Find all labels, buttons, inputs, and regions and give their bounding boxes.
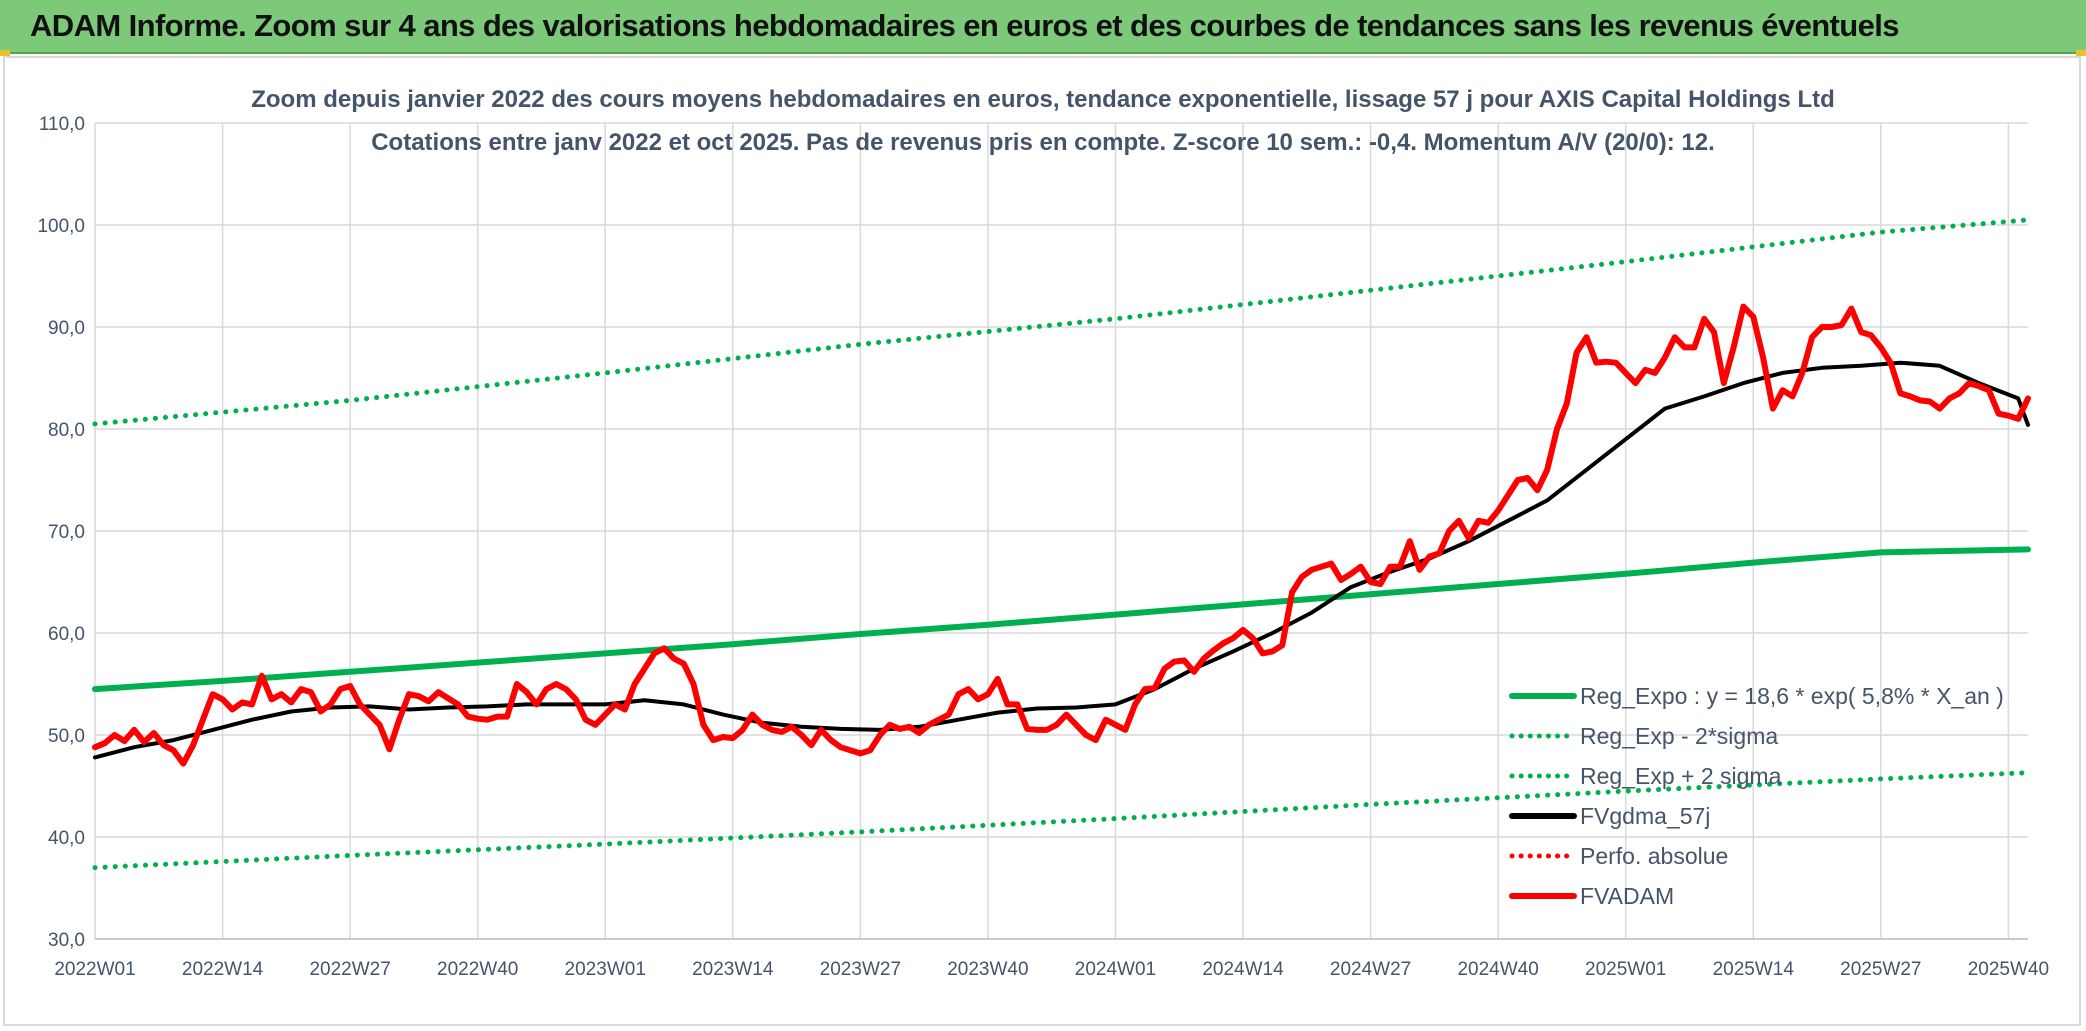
- series-fvgdma-57j: [93, 360, 2030, 760]
- x-tick-label: 2024W40: [1457, 959, 1538, 980]
- series-fvadam: [92, 303, 2031, 767]
- report-title: ADAM Informe. Zoom sur 4 ans des valoris…: [30, 8, 1900, 43]
- x-tick-label: 2023W27: [820, 959, 901, 980]
- series-reg-exp-2-sigma: [92, 217, 2031, 427]
- y-tick-label: 50,0: [48, 726, 85, 747]
- gridlines: [94, 122, 2028, 940]
- report-header: ADAM Informe. Zoom sur 4 ans des valoris…: [0, 0, 2086, 54]
- legend-label: FVgdma_57j: [1580, 803, 1710, 829]
- x-tick-label: 2024W01: [1075, 959, 1156, 980]
- x-tick-label: 2023W40: [947, 959, 1028, 980]
- y-tick-label: 60,0: [48, 624, 85, 645]
- corner-accent-left: [0, 50, 10, 56]
- chart-frame: [3, 56, 2081, 1026]
- y-tick-label: 110,0: [39, 114, 85, 135]
- legend-label: Reg_Expo : y = 18,6 * exp( 5,8% * X_an ): [1580, 683, 2004, 709]
- y-axis: 30,0 40,0 50,0 60,0 70,0 80,0 90,0 100,0 110,0: [37, 114, 85, 951]
- chart-title: Zoom depuis janvier 2022 des cours moyen…: [251, 86, 1835, 113]
- x-tick-label: 2025W27: [1840, 959, 1921, 980]
- chart-subtitle: Cotations entre janv 2022 et oct 2025. P…: [371, 129, 1715, 156]
- x-tick-label: 2022W40: [437, 959, 518, 980]
- x-tick-label: 2024W14: [1202, 959, 1284, 980]
- series-reg-expo: [92, 546, 2031, 693]
- series-reg-exp-2-sigma: [92, 770, 2031, 871]
- x-tick-label: 2022W01: [54, 959, 135, 980]
- corner-accent-right: [2076, 50, 2086, 56]
- x-tick-label: 2023W14: [692, 959, 774, 980]
- legend-label: FVADAM: [1580, 883, 1674, 909]
- y-tick-label: 100,0: [37, 216, 85, 237]
- y-tick-label: 70,0: [48, 522, 85, 543]
- chart-legend: Reg_Expo : y = 18,6 * exp( 5,8% * X_an )…: [1509, 683, 2004, 909]
- y-tick-label: 80,0: [48, 420, 85, 441]
- legend-label: Reg_Exp - 2*sigma: [1580, 723, 1778, 749]
- y-tick-label: 40,0: [48, 828, 85, 849]
- y-tick-label: 90,0: [48, 318, 85, 339]
- x-tick-label: 2024W27: [1330, 959, 1411, 980]
- legend-label: Perfo. absolue: [1580, 843, 1728, 869]
- x-tick-label: 2023W01: [565, 959, 646, 980]
- legend-label: Reg_Exp + 2 sigma: [1580, 763, 1782, 789]
- x-tick-label: 2022W27: [309, 959, 390, 980]
- x-tick-label: 2022W14: [182, 959, 264, 980]
- plot-area: [92, 217, 2031, 871]
- x-tick-label: 2025W01: [1585, 959, 1666, 980]
- y-tick-label: 30,0: [48, 930, 85, 951]
- x-tick-label: 2025W14: [1713, 959, 1795, 980]
- x-tick-label: 2025W40: [1968, 959, 2049, 980]
- x-axis: 2022W01 2022W14 2022W27 2022W40 2023W01 2023W…: [54, 938, 2049, 980]
